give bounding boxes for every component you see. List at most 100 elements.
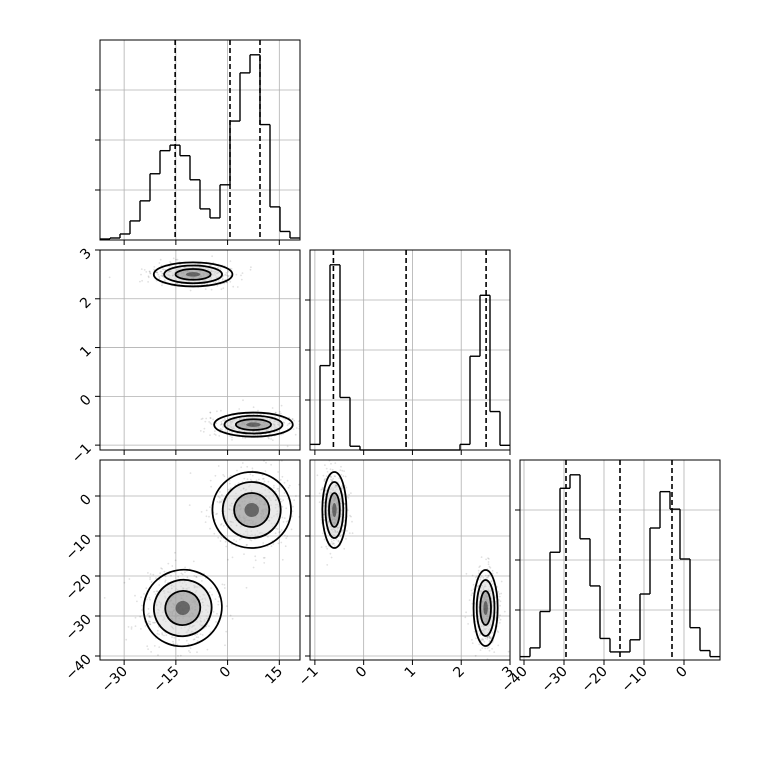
scatter-point xyxy=(287,486,290,489)
scatter-point xyxy=(168,266,171,268)
scatter-point xyxy=(499,614,501,617)
scatter-point xyxy=(278,531,281,534)
scatter-point xyxy=(146,645,149,648)
scatter-point xyxy=(186,576,189,579)
scatter-point xyxy=(246,465,249,468)
joint-panel-1-2 xyxy=(309,459,511,661)
contour-1-1-0 xyxy=(211,471,292,549)
scatter-point xyxy=(227,456,229,458)
scatter-point xyxy=(216,500,219,503)
scatter-point xyxy=(471,642,474,645)
xtick-label-0-0: −30 xyxy=(99,664,131,696)
scatter-point xyxy=(245,586,248,589)
scatter-point xyxy=(240,274,242,277)
scatter-point xyxy=(479,565,481,567)
scatter-point xyxy=(488,636,491,638)
scatter-point xyxy=(321,486,324,489)
scatter-point xyxy=(243,477,246,480)
scatter-point xyxy=(286,479,289,482)
scatter-point xyxy=(260,434,263,436)
scatter-point xyxy=(488,636,491,638)
scatter-point xyxy=(265,461,267,464)
scatter-point xyxy=(215,513,218,516)
density-fill-2-0-2 xyxy=(332,503,337,517)
scatter-points-0-1 xyxy=(108,255,300,448)
scatter-point xyxy=(323,501,326,504)
scatter-point xyxy=(196,633,199,636)
scatter-point xyxy=(159,572,162,574)
scatter-point xyxy=(201,634,204,636)
scatter-point xyxy=(171,565,174,567)
scatter-point xyxy=(288,484,291,487)
scatter-point xyxy=(291,510,294,513)
scatter-point xyxy=(487,575,490,577)
scatter-point xyxy=(325,475,328,478)
scatter-point xyxy=(213,532,216,535)
scatter-point xyxy=(342,529,344,532)
scatter-point xyxy=(471,574,474,577)
scatter-point xyxy=(499,600,502,603)
scatter-point xyxy=(478,634,481,637)
scatter-point xyxy=(292,505,294,508)
scatter-point xyxy=(282,499,285,502)
xtick-label-2-1: −30 xyxy=(539,664,571,696)
scatter-point xyxy=(329,552,332,555)
scatter-point xyxy=(147,275,150,278)
scatter-point xyxy=(235,273,238,276)
scatter-point xyxy=(288,422,291,425)
scatter-point xyxy=(486,636,489,639)
scatter-point xyxy=(225,274,228,277)
scatter-point xyxy=(293,419,295,422)
scatter-point xyxy=(479,576,482,579)
scatter-point xyxy=(228,482,231,485)
contour-0-1-0 xyxy=(213,411,294,438)
scatter-point xyxy=(498,593,501,595)
scatter-point xyxy=(209,417,212,420)
contour-1-1-1 xyxy=(221,481,282,539)
scatter-point xyxy=(229,474,232,477)
scatter-point xyxy=(134,594,136,597)
scatter-point xyxy=(229,487,232,489)
scatter-point xyxy=(236,286,239,288)
scatter-point xyxy=(212,611,215,613)
hist-panel-0 xyxy=(95,39,301,241)
scatter-point xyxy=(274,412,277,414)
scatter-point xyxy=(208,264,211,267)
scatter-point xyxy=(189,289,192,292)
scatter-point xyxy=(160,270,163,273)
scatter-point xyxy=(249,538,252,541)
scatter-point xyxy=(341,469,344,472)
scatter-point xyxy=(478,566,481,568)
scatter-point xyxy=(468,599,471,601)
scatter-point xyxy=(332,542,334,544)
scatter-point xyxy=(210,423,213,425)
scatter-point xyxy=(240,466,243,469)
scatter-point xyxy=(249,473,252,476)
scatter-point xyxy=(188,650,190,652)
scatter-point xyxy=(341,531,343,533)
scatter-point xyxy=(184,566,187,569)
scatter-point xyxy=(291,418,294,420)
scatter-point xyxy=(185,639,188,642)
scatter-point xyxy=(330,462,332,465)
scatter-point xyxy=(161,632,164,634)
scatter-point xyxy=(189,647,192,650)
contour-2-0-0 xyxy=(321,471,348,549)
scatter-point xyxy=(227,275,230,278)
scatter-point xyxy=(337,540,340,543)
scatter-point xyxy=(130,628,133,630)
scatter-point xyxy=(152,621,154,624)
scatter-point xyxy=(154,621,157,624)
scatter-point xyxy=(479,649,482,651)
scatter-point xyxy=(281,516,284,519)
scatter-point xyxy=(222,524,225,527)
scatter-point xyxy=(152,573,155,576)
scatter-point xyxy=(276,528,279,530)
scatter-point xyxy=(214,430,216,432)
scatter-point xyxy=(303,515,305,517)
scatter-point xyxy=(140,596,143,599)
scatter-point xyxy=(209,506,211,508)
scatter-point xyxy=(476,575,478,578)
scatter-point xyxy=(148,616,151,619)
scatter-point xyxy=(224,644,226,647)
